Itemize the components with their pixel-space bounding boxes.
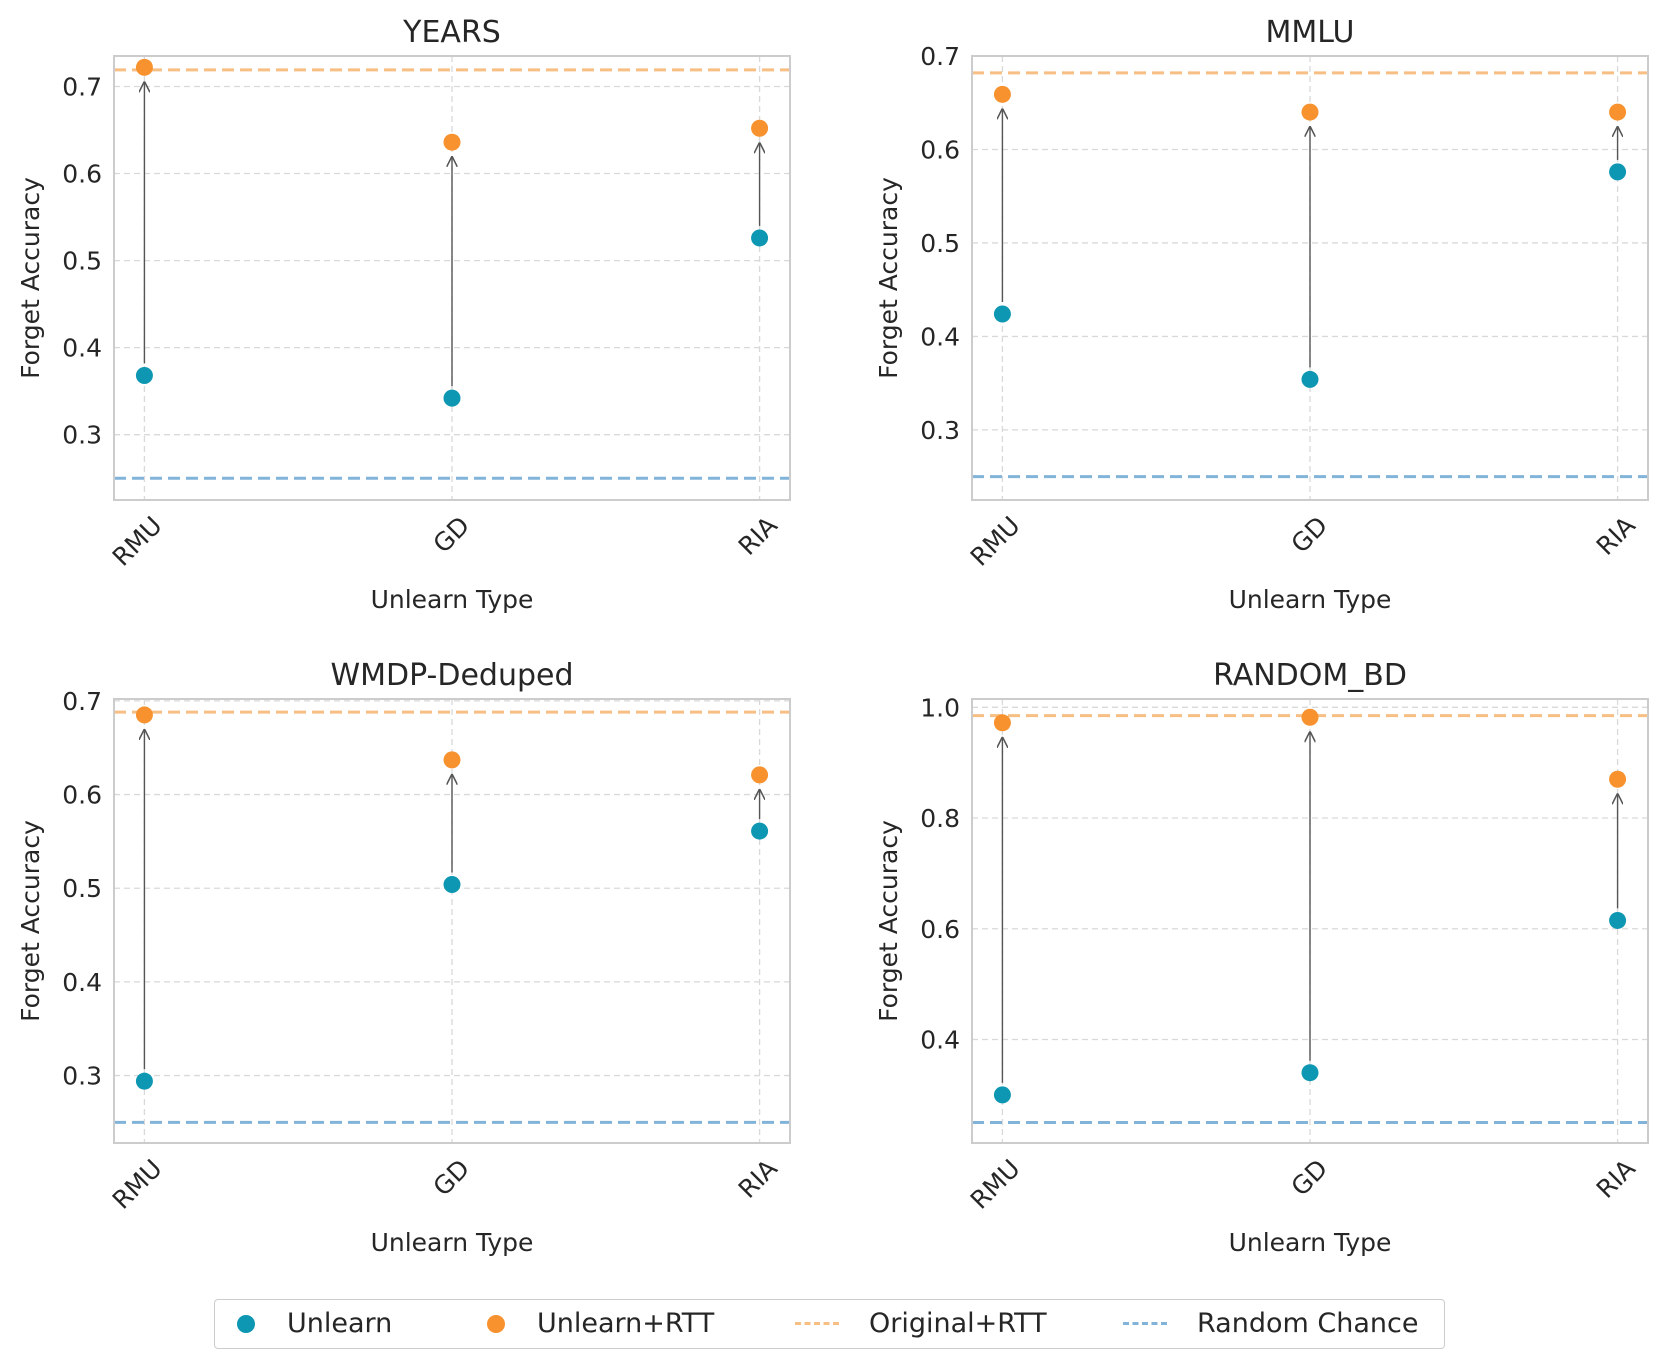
y-axis-label: Forget Accuracy (874, 820, 903, 1022)
y-tick-label: 0.4 (62, 334, 102, 363)
y-tick-label: 0.4 (62, 968, 102, 997)
legend-item-unlearn: Unlearn (237, 1300, 392, 1347)
y-tick-label: 0.4 (920, 322, 960, 351)
legend-item-random-chance: Random Chance (1123, 1300, 1418, 1347)
unlearn-point (993, 1086, 1011, 1104)
legend: Unlearn Unlearn+RTT Original+RTT Random … (214, 1299, 1445, 1349)
x-tick-label: GD (427, 1154, 475, 1202)
y-axis-label: Forget Accuracy (874, 177, 903, 379)
y-tick-label: 0.7 (62, 72, 102, 101)
unlearn-rtt-point (1301, 708, 1319, 726)
unlearn-rtt-point (443, 751, 461, 769)
y-tick-label: 0.5 (62, 247, 102, 276)
panel-title: YEARS (402, 15, 501, 50)
panel-title: WMDP-Deduped (330, 658, 573, 693)
x-tick-label: RIA (733, 1154, 783, 1204)
unlearn-rtt-point (443, 133, 461, 151)
unlearn-point (443, 389, 461, 407)
unlearn-point (751, 229, 769, 247)
x-tick-label: RIA (733, 511, 783, 561)
y-tick-label: 0.4 (920, 1025, 960, 1054)
unlearn-point (135, 367, 153, 385)
x-axis-label: Unlearn Type (1229, 585, 1392, 614)
unlearn-rtt-point (1609, 770, 1627, 788)
y-axis-label: Forget Accuracy (16, 820, 45, 1022)
axes-frame (971, 698, 1649, 1144)
legend-marker-unlearn-rtt (487, 1314, 505, 1333)
x-tick-label: RIA (1591, 511, 1641, 561)
unlearn-rtt-point (993, 714, 1011, 732)
x-axis-label: Unlearn Type (1229, 1228, 1392, 1257)
y-tick-label: 0.5 (62, 874, 102, 903)
panel-1: 0.3 0.4 0.5 0.6 0.7 RMU GD RIA YEARS Unlearn Type… (16, 15, 791, 614)
x-tick-label: GD (1285, 1154, 1333, 1202)
unlearn-point (751, 822, 769, 840)
axes-frame (971, 55, 1649, 501)
x-tick-label: RMU (965, 1154, 1026, 1215)
unlearn-point (993, 305, 1011, 323)
y-tick-label: 0.6 (62, 781, 102, 810)
panel-2: 0.3 0.4 0.5 0.6 0.7 RMU GD RIA MMLU Unlearn Type F… (874, 15, 1649, 614)
legend-line-random-chance (1123, 1322, 1167, 1325)
legend-item-unlearn-rtt: Unlearn+RTT (487, 1300, 714, 1347)
y-tick-label: 0.3 (62, 421, 102, 450)
legend-line-original-rtt (795, 1322, 839, 1325)
y-tick-label: 0.3 (62, 1062, 102, 1091)
unlearn-point (135, 1072, 153, 1090)
unlearn-point (1301, 1064, 1319, 1082)
legend-label-unlearn-rtt: Unlearn+RTT (537, 1308, 715, 1339)
unlearn-rtt-point (1301, 103, 1319, 121)
unlearn-rtt-point (135, 706, 153, 724)
axes-frame (113, 55, 791, 501)
y-tick-label: 0.7 (920, 42, 960, 71)
x-tick-label: GD (427, 511, 475, 559)
panel-title: MMLU (1266, 15, 1355, 50)
panel-4: 0.4 0.6 0.8 1.0 RMU GD RIA RANDOM_BD Unlearn Typ… (874, 658, 1649, 1257)
axes-frame (113, 698, 791, 1144)
legend-label-random-chance: Random Chance (1197, 1308, 1419, 1339)
y-axis-label: Forget Accuracy (16, 177, 45, 379)
legend-label-original-rtt: Original+RTT (869, 1308, 1047, 1339)
unlearn-point (443, 875, 461, 893)
legend-item-original-rtt: Original+RTT (795, 1300, 1047, 1347)
y-tick-label: 0.8 (920, 804, 960, 833)
y-tick-label: 0.6 (920, 135, 960, 164)
unlearn-point (1609, 911, 1627, 929)
y-tick-label: 0.6 (62, 160, 102, 189)
x-tick-label: GD (1285, 511, 1333, 559)
x-axis-label: Unlearn Type (371, 1228, 534, 1257)
unlearn-rtt-point (1609, 103, 1627, 121)
y-tick-label: 1.0 (920, 693, 960, 722)
unlearn-point (1609, 163, 1627, 181)
unlearn-rtt-point (135, 58, 153, 76)
y-tick-label: 0.7 (62, 687, 102, 716)
y-tick-label: 0.3 (920, 416, 960, 445)
legend-label-unlearn: Unlearn (287, 1308, 393, 1339)
unlearn-rtt-point (993, 85, 1011, 103)
x-axis-label: Unlearn Type (371, 585, 534, 614)
figure: 0.3 0.4 0.5 0.6 0.7 RMU GD RIA YEARS Unlearn Type… (16, 15, 1649, 1257)
legend-marker-unlearn (237, 1314, 255, 1333)
panel-title: RANDOM_BD (1213, 658, 1407, 693)
x-tick-label: RMU (965, 511, 1026, 572)
panel-3: 0.3 0.4 0.5 0.6 0.7 RMU GD RIA WMDP-Deduped Unlea… (16, 658, 791, 1257)
x-tick-label: RIA (1591, 1154, 1641, 1204)
x-tick-label: RMU (107, 511, 168, 572)
unlearn-rtt-point (751, 119, 769, 137)
x-tick-label: RMU (107, 1154, 168, 1215)
y-tick-label: 0.5 (920, 229, 960, 258)
unlearn-rtt-point (751, 766, 769, 784)
unlearn-point (1301, 370, 1319, 388)
y-tick-label: 0.6 (920, 915, 960, 944)
